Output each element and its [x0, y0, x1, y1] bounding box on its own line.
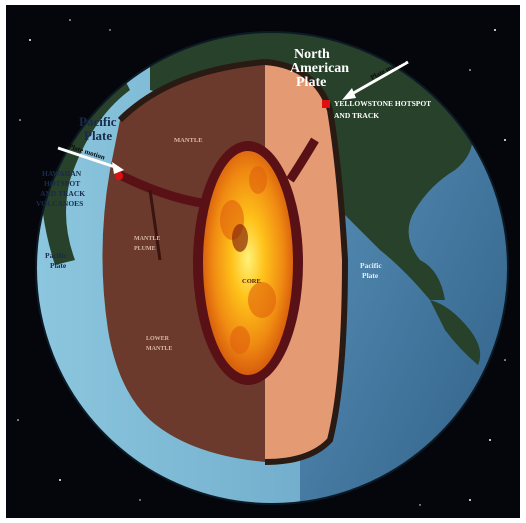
svg-text:PLUME: PLUME [134, 246, 156, 252]
yellowstone-label: YELLOWSTONE HOTSPOT AND TRACK [334, 99, 431, 120]
plume-branch [148, 189, 162, 261]
mantle-plume-label: MANTLE PLUME [134, 236, 160, 252]
svg-text:North: North [294, 47, 330, 62]
core-label: CORE [242, 278, 261, 285]
mantle-label: MANTLE [174, 137, 203, 144]
svg-text:Pacific: Pacific [79, 114, 117, 129]
mantle-plume-yellowstone [286, 137, 319, 183]
hawaiian-hotspot-label: HAWAIIAN HOTSPOT AND TRACK VOLCANOES [36, 169, 85, 208]
svg-text:HAWAIIAN: HAWAIIAN [42, 169, 82, 178]
svg-text:American: American [290, 61, 349, 76]
svg-text:AND TRACK: AND TRACK [334, 111, 379, 120]
svg-text:MANTLE: MANTLE [134, 236, 160, 242]
pacific-plate-top-label: Pacific Plate [79, 114, 117, 143]
svg-text:CORE: CORE [242, 278, 261, 285]
svg-text:Pacific: Pacific [45, 251, 67, 260]
svg-text:MANTLE: MANTLE [146, 346, 172, 352]
pacific-plate-left-label: Pacific Plate [45, 251, 67, 270]
crust-edge-right [264, 59, 349, 465]
pacific-plate-right-label: Pacific Plate [360, 261, 382, 280]
svg-text:Plate: Plate [84, 128, 112, 143]
crust-edge-left [117, 59, 266, 123]
svg-text:LOWER: LOWER [146, 336, 170, 342]
core-dark-spot [232, 224, 248, 252]
mantle-right-half [265, 62, 345, 462]
hawaiian-hotspot-marker [115, 172, 123, 180]
svg-text:AND TRACK: AND TRACK [40, 189, 85, 198]
svg-text:MANTLE: MANTLE [174, 137, 203, 144]
svg-text:Plate: Plate [296, 75, 326, 90]
svg-text:YELLOWSTONE HOTSPOT: YELLOWSTONE HOTSPOT [334, 99, 431, 108]
central-america-landmass [430, 300, 481, 365]
north-american-plate-label: North American Plate [290, 47, 349, 90]
asia-edge-landmass [40, 70, 130, 265]
core-flames [220, 166, 276, 354]
svg-text:Plate: Plate [362, 271, 379, 280]
svg-text:HOTSPOT: HOTSPOT [44, 179, 80, 188]
svg-text:VOLCANOES: VOLCANOES [36, 199, 83, 208]
svg-text:Plate: Plate [50, 261, 67, 270]
yellowstone-hotspot-marker [322, 100, 330, 108]
svg-text:Pacific: Pacific [360, 261, 382, 270]
lower-mantle-label: LOWER MANTLE [146, 336, 172, 352]
